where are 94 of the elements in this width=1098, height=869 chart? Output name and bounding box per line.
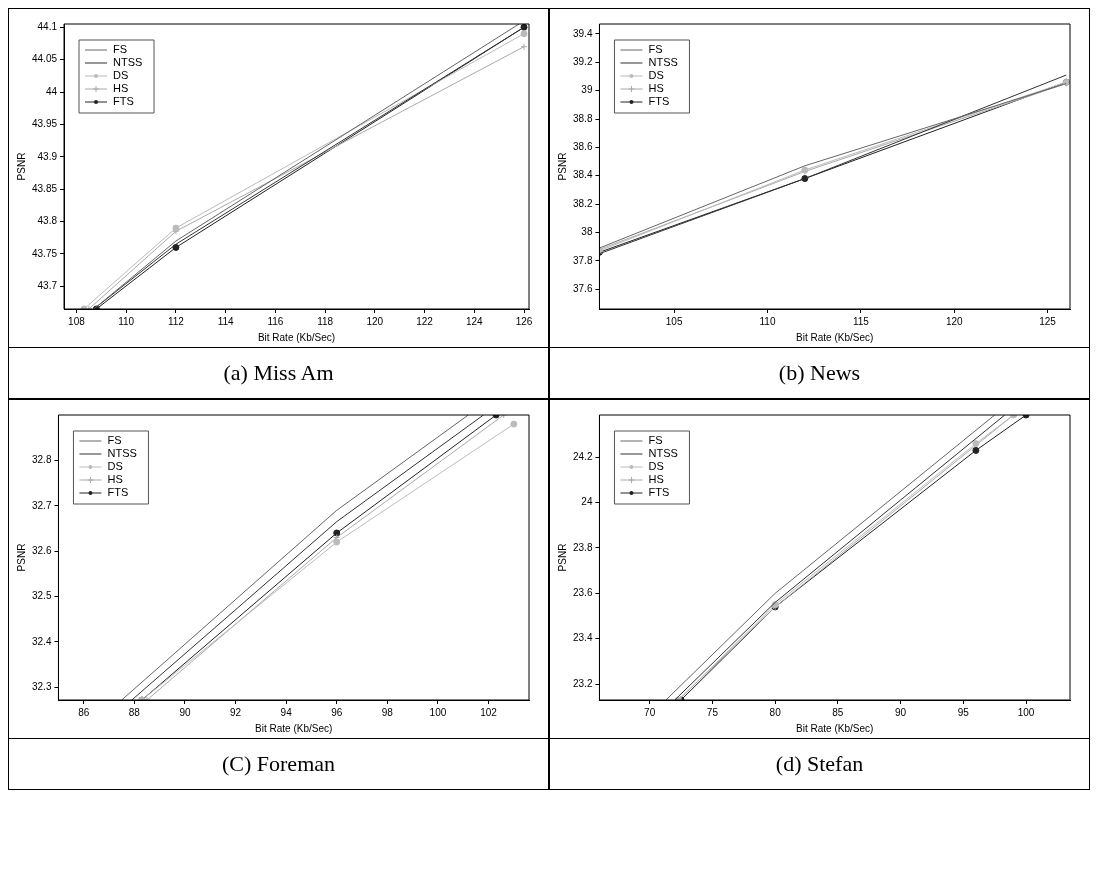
legend-label: HS bbox=[113, 82, 129, 95]
x-tick-label: 75 bbox=[706, 706, 719, 718]
y-tick-label: 43.75 bbox=[31, 247, 58, 259]
x-tick-label: 115 bbox=[852, 315, 870, 327]
x-axis-title: Bit Rate (Kb/Sec) bbox=[255, 722, 333, 734]
y-tick-label: 23.8 bbox=[572, 541, 593, 553]
y-tick-label: 43.8 bbox=[37, 215, 58, 227]
y-tick-label: 43.85 bbox=[31, 182, 58, 194]
y-axis-title: PSNR bbox=[556, 543, 568, 572]
x-tick-label: 70 bbox=[644, 706, 656, 718]
legend-label: FTS bbox=[648, 486, 670, 499]
legend-label: NTSS bbox=[107, 447, 137, 460]
y-tick-label: 43.95 bbox=[31, 118, 58, 130]
legend-label: NTSS bbox=[648, 447, 678, 460]
x-tick-label: 90 bbox=[179, 706, 191, 718]
legend-label: DS bbox=[648, 460, 664, 473]
x-tick-label: 100 bbox=[429, 706, 447, 718]
legend-label: FTS bbox=[107, 486, 129, 499]
legend-label: FS bbox=[648, 434, 663, 447]
x-tick-label: 102 bbox=[480, 706, 498, 718]
y-tick-label: 37.6 bbox=[572, 282, 593, 294]
y-tick-label: 32.5 bbox=[31, 590, 52, 602]
y-tick-label: 38.8 bbox=[572, 112, 593, 124]
x-tick-label: 92 bbox=[229, 706, 242, 718]
x-tick-label: 126 bbox=[515, 315, 533, 327]
y-axis-title: PSNR bbox=[15, 152, 27, 181]
y-tick-label: 39.4 bbox=[572, 27, 593, 39]
x-tick-label: 100 bbox=[1017, 706, 1035, 718]
y-tick-label: 38 bbox=[581, 226, 593, 238]
y-tick-label: 38.6 bbox=[572, 141, 593, 153]
x-tick-label: 118 bbox=[317, 315, 334, 327]
x-axis-title: Bit Rate (Kb/Sec) bbox=[796, 331, 874, 343]
x-tick-label: 105 bbox=[665, 315, 683, 327]
x-tick-label: 80 bbox=[769, 706, 782, 718]
y-tick-label: 23.4 bbox=[572, 632, 593, 644]
x-tick-label: 110 bbox=[759, 315, 776, 327]
x-tick-label: 96 bbox=[331, 706, 343, 718]
text: (b) News bbox=[550, 347, 1089, 398]
x-tick-label: 108 bbox=[68, 315, 86, 327]
x-tick-label: 110 bbox=[118, 315, 135, 327]
legend-label: NTSS bbox=[648, 56, 678, 69]
x-tick-label: 95 bbox=[957, 706, 970, 718]
legend-label: FS bbox=[113, 43, 128, 56]
y-tick-label: 24.2 bbox=[572, 450, 593, 462]
y-tick-label: 38.2 bbox=[572, 197, 593, 209]
x-axis-title: Bit Rate (Kb/Sec) bbox=[796, 722, 874, 734]
y-tick-label: 43.7 bbox=[37, 280, 58, 292]
legend-label: FTS bbox=[648, 95, 670, 108]
x-tick-label: 85 bbox=[832, 706, 844, 718]
legend-label: DS bbox=[648, 69, 664, 82]
x-tick-label: 120 bbox=[945, 315, 964, 327]
y-tick-label: 23.2 bbox=[572, 677, 593, 689]
x-tick-label: 120 bbox=[366, 315, 384, 327]
y-tick-label: 32.4 bbox=[31, 635, 52, 647]
text: (C) Foreman bbox=[9, 738, 548, 789]
y-tick-label: 24 bbox=[581, 496, 593, 508]
legend-label: HS bbox=[107, 473, 123, 486]
legend-label: HS bbox=[648, 473, 664, 486]
x-tick-label: 90 bbox=[895, 706, 907, 718]
legend-label: NTSS bbox=[113, 56, 143, 69]
x-tick-label: 86 bbox=[78, 706, 90, 718]
text: (a) Miss Am bbox=[9, 347, 548, 398]
y-tick-label: 32.8 bbox=[31, 454, 52, 466]
y-tick-label: 32.3 bbox=[31, 681, 52, 693]
y-tick-label: 38.4 bbox=[572, 169, 593, 181]
y-tick-label: 32.7 bbox=[31, 499, 52, 511]
x-tick-label: 125 bbox=[1039, 315, 1057, 327]
legend-label: HS bbox=[648, 82, 664, 95]
legend-label: DS bbox=[113, 69, 129, 82]
legend-label: FS bbox=[648, 43, 663, 56]
y-axis-title: PSNR bbox=[556, 152, 568, 181]
legend-label: FS bbox=[107, 434, 122, 447]
text: (d) Stefan bbox=[550, 738, 1089, 789]
x-tick-label: 112 bbox=[167, 315, 185, 327]
x-tick-label: 88 bbox=[128, 706, 141, 718]
x-tick-label: 122 bbox=[416, 315, 434, 327]
x-tick-label: 98 bbox=[381, 706, 394, 718]
y-tick-label: 44.05 bbox=[31, 53, 58, 65]
y-tick-label: 37.8 bbox=[572, 254, 593, 266]
y-tick-label: 39 bbox=[581, 84, 593, 96]
y-tick-label: 43.9 bbox=[37, 150, 58, 162]
y-tick-label: 39.2 bbox=[572, 56, 593, 68]
y-tick-label: 23.6 bbox=[572, 587, 593, 599]
x-tick-label: 124 bbox=[465, 315, 484, 327]
legend-label: FTS bbox=[113, 95, 134, 108]
y-tick-label: 32.6 bbox=[31, 544, 52, 556]
legend-label: DS bbox=[107, 460, 123, 473]
x-axis-title: Bit Rate (Kb/Sec) bbox=[257, 331, 336, 343]
y-tick-label: 44.1 bbox=[37, 20, 58, 32]
y-axis-title: PSNR bbox=[15, 543, 27, 572]
x-tick-label: 114 bbox=[217, 315, 235, 327]
x-tick-label: 94 bbox=[280, 706, 293, 718]
y-tick-label: 44 bbox=[45, 85, 58, 97]
x-tick-label: 116 bbox=[267, 315, 284, 327]
